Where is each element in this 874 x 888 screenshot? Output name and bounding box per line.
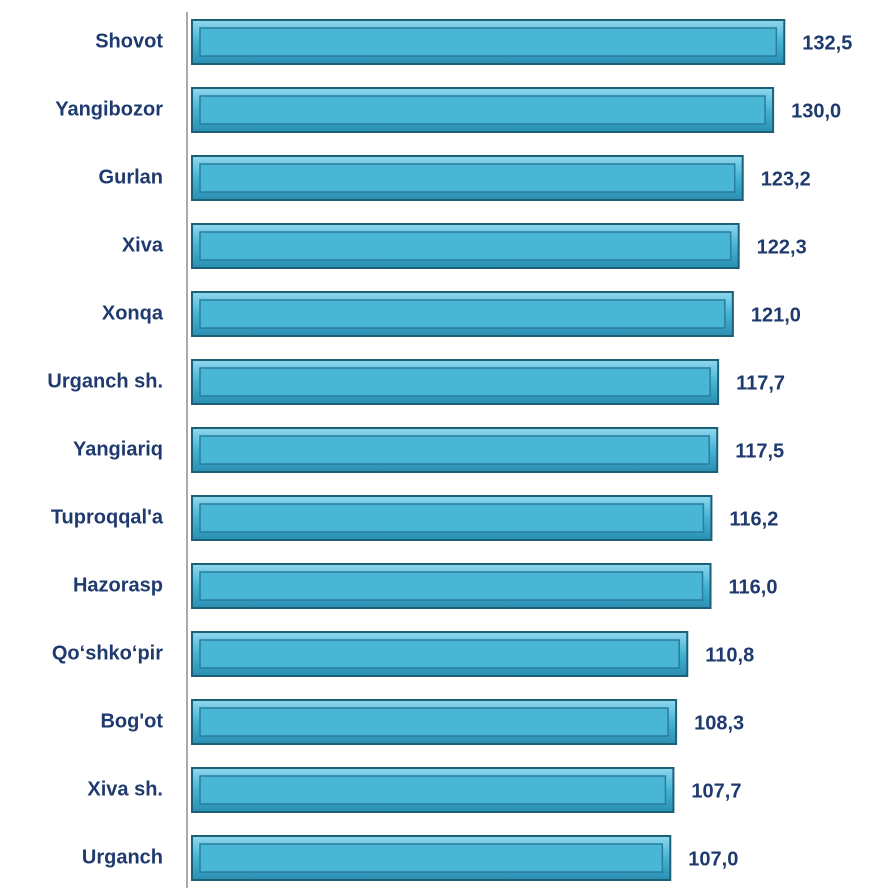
category-label: Bog'ot — [100, 710, 163, 732]
value-label: 117,7 — [736, 372, 785, 394]
category-label: Xiva — [122, 234, 164, 256]
value-label: 107,0 — [688, 848, 738, 870]
value-label: 116,2 — [729, 508, 778, 530]
bar-bevel — [199, 639, 681, 669]
value-label: 122,3 — [757, 236, 807, 258]
bar-bevel — [199, 299, 726, 329]
category-label: Tuproqqal'a — [51, 506, 164, 528]
category-label: Gurlan — [99, 166, 163, 188]
value-label: 117,5 — [735, 440, 784, 462]
bar-bevel — [199, 163, 736, 193]
value-label: 132,5 — [802, 32, 852, 54]
category-label: Urganch — [82, 846, 163, 868]
bar-bevel — [199, 775, 667, 805]
value-label: 108,3 — [694, 712, 744, 734]
category-label: Qo‘shko‘pir — [52, 642, 163, 664]
value-label: 123,2 — [761, 168, 811, 190]
category-label: Shovot — [95, 30, 163, 52]
bar-bevel — [199, 843, 664, 873]
bar-bevel — [199, 435, 710, 465]
value-label: 121,0 — [751, 304, 801, 326]
value-label: 130,0 — [791, 100, 841, 122]
bar-bevel — [199, 503, 705, 533]
category-label: Yangiariq — [73, 438, 163, 460]
bar-bevel — [199, 707, 669, 737]
bar-bevel — [199, 27, 778, 57]
bar-bevel — [199, 367, 711, 397]
bar-bevel — [199, 95, 766, 125]
value-label: 107,7 — [691, 780, 741, 802]
value-label: 116,0 — [729, 576, 778, 598]
category-label: Urganch sh. — [47, 370, 163, 392]
category-label: Xiva sh. — [87, 778, 163, 800]
bar-bevel — [199, 571, 704, 601]
value-label: 110,8 — [705, 644, 754, 666]
category-label: Yangibozor — [55, 98, 163, 120]
category-label: Xonqa — [102, 302, 164, 324]
bar-bevel — [199, 231, 732, 261]
category-label: Hazorasp — [73, 574, 163, 596]
